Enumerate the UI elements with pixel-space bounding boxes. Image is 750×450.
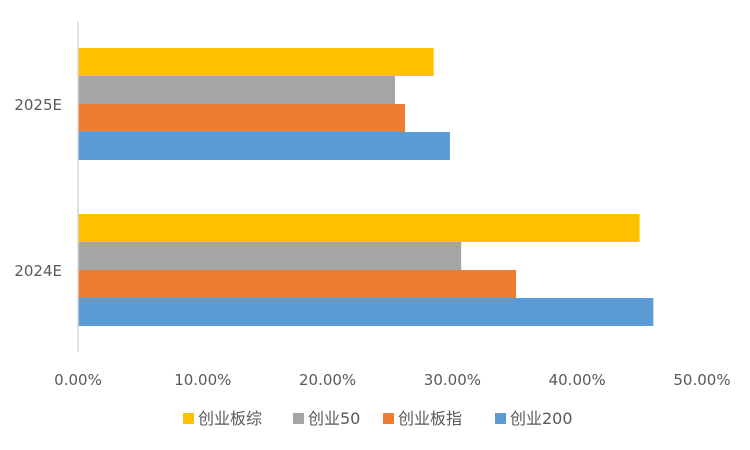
legend-label-创业板指: 创业板指 [398,409,462,428]
bar-2024E-创业板综 [78,214,640,242]
x-tick-label: 30.00% [424,371,481,389]
category-label-2025E: 2025E [14,96,62,114]
legend-swatch-创业200 [495,413,506,424]
x-tick-label: 0.00% [54,371,102,389]
legend-label-创业50: 创业50 [308,409,360,428]
category-label-2024E: 2024E [14,262,62,280]
x-tick-label: 20.00% [299,371,356,389]
bar-2025E-创业板指 [78,104,405,132]
x-tick-label: 10.00% [174,371,231,389]
legend-swatch-创业板指 [383,413,394,424]
bar-2025E-创业板综 [78,48,434,76]
x-tick-label: 40.00% [549,371,606,389]
legend-swatch-创业50 [293,413,304,424]
legend-swatch-创业板综 [183,413,194,424]
bar-2025E-创业50 [78,76,395,104]
x-tick-label: 50.00% [673,371,730,389]
bar-2024E-创业50 [78,242,462,270]
bar-2024E-创业200 [78,298,654,326]
legend-label-创业板综: 创业板综 [198,409,262,428]
bar-2024E-创业板指 [78,270,517,298]
legend-label-创业200: 创业200 [510,409,573,428]
bar-2025E-创业200 [78,132,450,160]
